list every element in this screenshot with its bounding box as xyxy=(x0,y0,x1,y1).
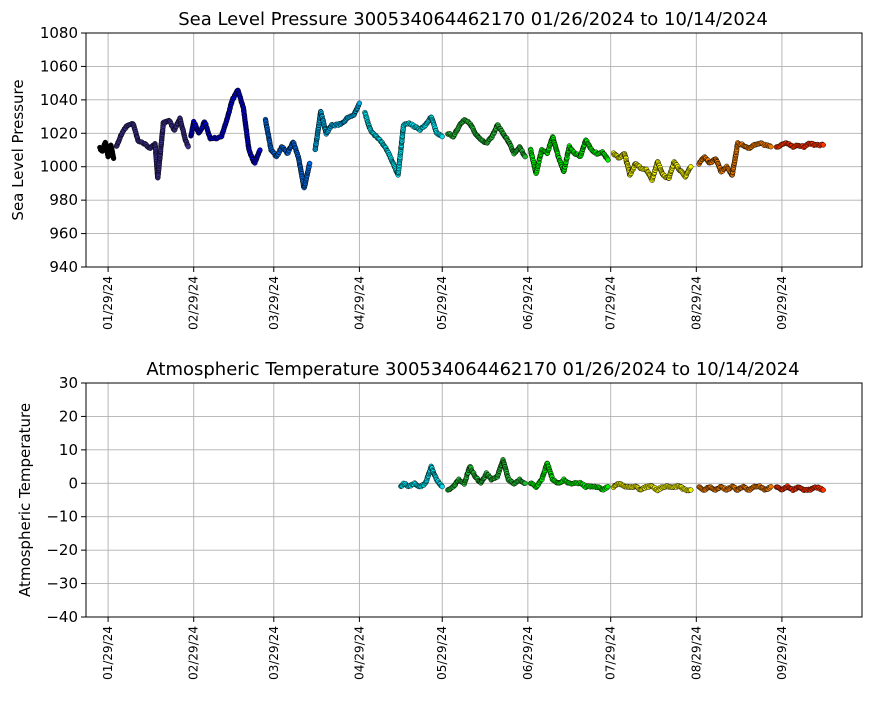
chart-title: Sea Level Pressure 300534064462170 01/26… xyxy=(178,9,768,30)
x-tick-label: 07/29/24 xyxy=(604,276,618,330)
x-tick-label: 05/29/24 xyxy=(435,276,449,330)
data-point xyxy=(768,144,774,150)
y-tick-label: 1060 xyxy=(40,57,78,75)
y-tick-label: 20 xyxy=(59,407,78,425)
x-tick-label: 09/29/24 xyxy=(775,276,789,330)
data-point xyxy=(356,100,363,106)
x-tick-label: 02/29/24 xyxy=(187,276,201,330)
x-tick-label: 08/29/24 xyxy=(689,276,703,330)
sea-level-pressure-chart: Sea Level Pressure 300534064462170 01/26… xyxy=(9,9,863,330)
data-point xyxy=(605,483,611,490)
series-segment xyxy=(773,483,826,494)
y-tick-label: 1080 xyxy=(40,24,78,42)
data-point xyxy=(820,142,826,148)
series-segment xyxy=(696,483,774,493)
x-axis-ticks: 01/29/24 02/29/24 03/29/24 04/29/24 05/29/24… xyxy=(101,617,789,680)
x-tick-label: 04/29/24 xyxy=(352,276,366,330)
atmospheric-temperature-chart: Atmospheric Temperature 300534064462170 … xyxy=(16,359,863,680)
data-point xyxy=(522,154,528,160)
series-segment xyxy=(527,460,611,493)
y-axis-label: Atmospheric Temperature xyxy=(16,403,34,597)
data-point xyxy=(110,155,117,162)
series-segment xyxy=(610,480,694,494)
data-point xyxy=(439,133,445,140)
x-tick-label: 07/29/24 xyxy=(604,626,618,680)
series-segment xyxy=(97,139,117,162)
y-tick-label: 1020 xyxy=(40,124,78,142)
data-point xyxy=(307,160,313,167)
data-point xyxy=(688,487,694,493)
x-tick-label: 02/29/24 xyxy=(187,626,201,680)
series-segment xyxy=(445,117,528,160)
y-tick-label: 1000 xyxy=(40,158,78,176)
x-tick-label: 01/29/24 xyxy=(101,276,115,330)
x-tick-label: 09/29/24 xyxy=(775,626,789,680)
x-tick-label: 01/29/24 xyxy=(101,626,115,680)
data-point xyxy=(439,483,445,490)
series-segment xyxy=(696,140,774,178)
data-point xyxy=(522,480,528,486)
y-tick-label: 940 xyxy=(49,258,78,276)
y-tick-label: 1040 xyxy=(40,91,78,109)
data-point xyxy=(768,483,774,490)
y-axis-ticks: −40 −30 −20 −10 0 10 20 30 xyxy=(46,374,86,626)
x-tick-label: 06/29/24 xyxy=(521,626,535,680)
y-tick-label: −20 xyxy=(46,541,78,559)
data-point xyxy=(688,164,694,170)
y-tick-label: 10 xyxy=(59,441,78,459)
y-tick-label: 980 xyxy=(49,191,78,209)
series-segment xyxy=(610,150,694,183)
data-points xyxy=(398,457,826,494)
plot-frame xyxy=(85,382,863,618)
series-segment xyxy=(527,134,611,177)
x-axis-ticks: 01/29/24 02/29/24 03/29/24 04/29/24 05/29/24… xyxy=(101,267,789,330)
x-tick-label: 06/29/24 xyxy=(521,276,535,330)
y-tick-label: −10 xyxy=(46,508,78,526)
y-tick-label: 0 xyxy=(68,474,78,492)
chart-title: Atmospheric Temperature 300534064462170 … xyxy=(146,359,799,380)
series-segment xyxy=(773,140,826,151)
series-segment xyxy=(262,116,313,191)
plot-frame xyxy=(85,32,863,268)
series-segment xyxy=(398,463,445,490)
y-tick-label: −30 xyxy=(46,575,78,593)
y-tick-label: 960 xyxy=(49,225,78,243)
data-points xyxy=(97,87,826,191)
series-segment xyxy=(188,87,263,166)
y-tick-label: −40 xyxy=(46,608,78,626)
series-segment xyxy=(113,115,191,181)
data-point xyxy=(820,487,826,493)
series-segment xyxy=(445,457,528,493)
data-point xyxy=(257,147,263,153)
y-tick-label: 30 xyxy=(59,374,78,392)
x-tick-label: 08/29/24 xyxy=(689,626,703,680)
data-point xyxy=(185,144,191,150)
y-axis-ticks: 940 960 980 1000 1020 1040 1060 1080 xyxy=(40,24,86,276)
x-tick-label: 03/29/24 xyxy=(267,276,281,330)
x-tick-label: 05/29/24 xyxy=(435,626,449,680)
series-segment xyxy=(362,109,445,178)
x-tick-label: 04/29/24 xyxy=(352,626,366,680)
x-tick-label: 03/29/24 xyxy=(267,626,281,680)
data-point xyxy=(605,157,611,163)
y-axis-label: Sea Level Pressure xyxy=(9,79,27,220)
series-segment xyxy=(312,100,363,153)
